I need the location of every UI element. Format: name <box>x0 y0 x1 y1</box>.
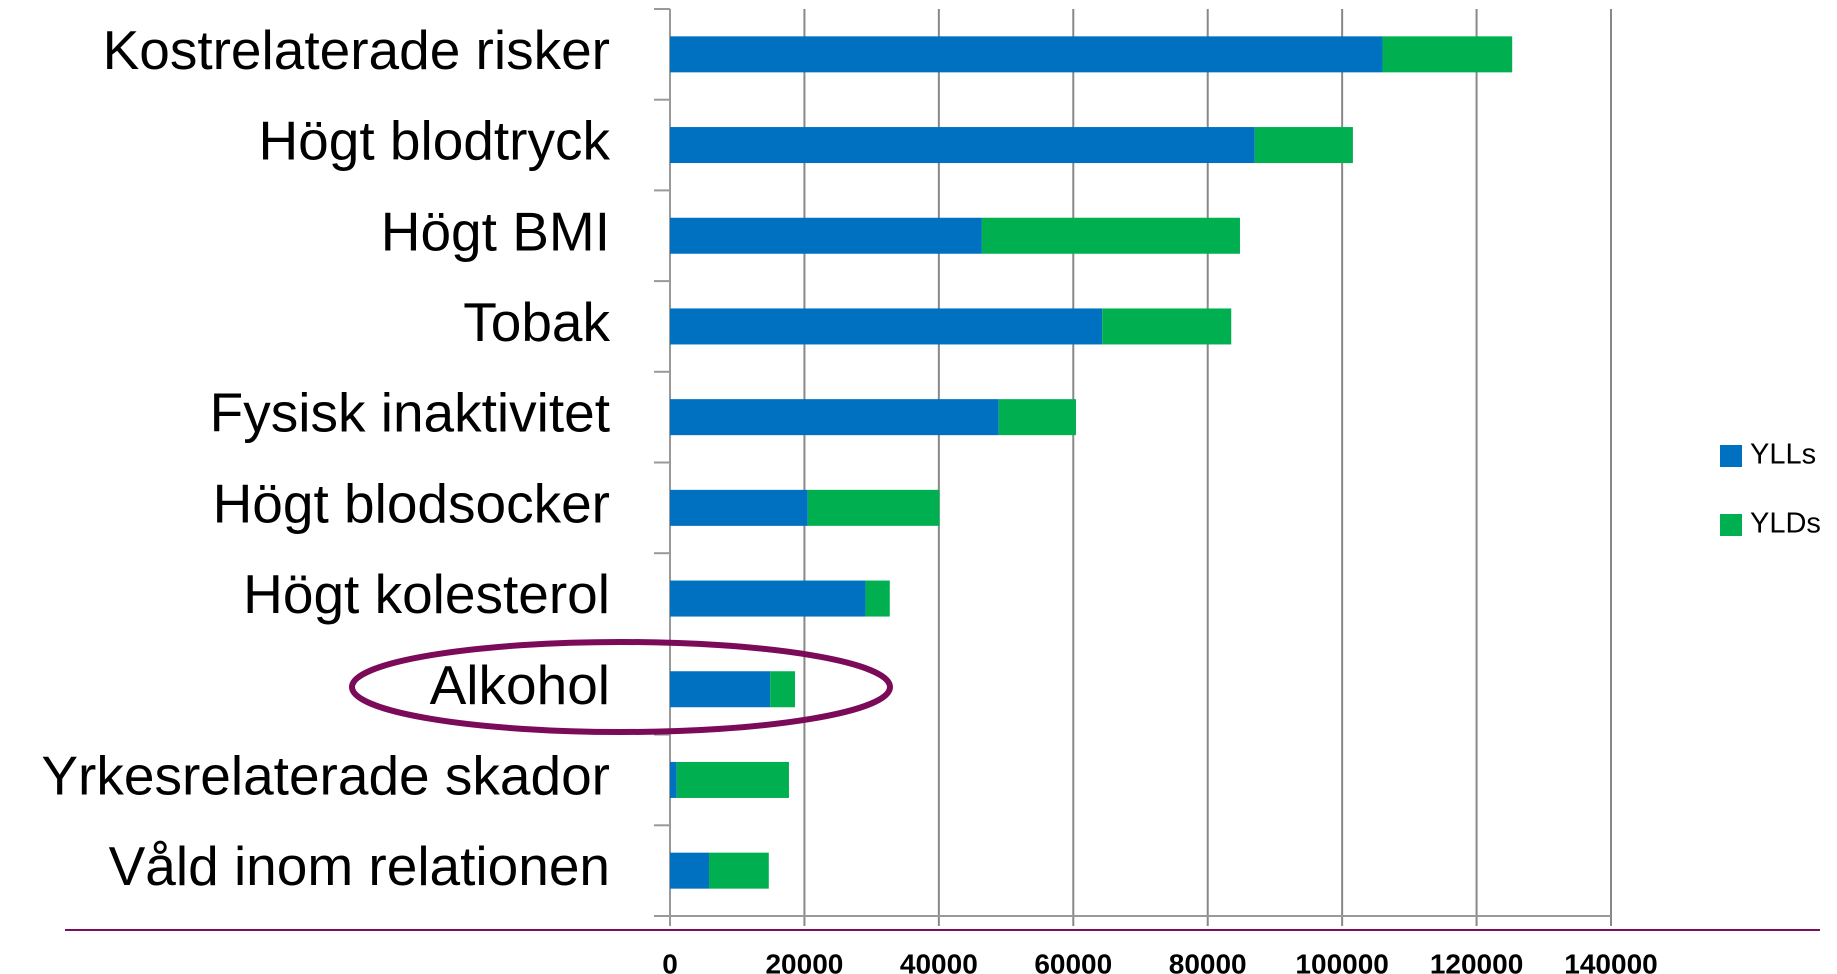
x-tick-label: 140000 <box>1564 948 1657 974</box>
bar <box>708 852 769 889</box>
category-label: Högt kolesterol <box>243 563 610 625</box>
legend-label: YLDs <box>1750 508 1821 540</box>
plot: 0 20000 40000 60000 80000 100000 120000 140000 K… <box>41 8 1821 974</box>
bar <box>1382 36 1513 73</box>
x-tick-label: 0 <box>662 948 678 974</box>
category-label: Fysisk inaktivitet <box>210 382 610 444</box>
highlight-ellipse <box>349 639 893 735</box>
bar <box>807 489 940 526</box>
bar <box>670 761 677 798</box>
x-tick-label: 120000 <box>1430 948 1523 974</box>
bar <box>670 127 1255 164</box>
category-label: Högt BMI <box>381 200 610 262</box>
category-label: Tobak <box>463 291 610 353</box>
bar <box>670 671 771 708</box>
bar <box>670 852 709 889</box>
bar <box>670 217 982 254</box>
bar <box>998 399 1076 436</box>
legend-swatch <box>1720 514 1742 536</box>
bar <box>865 580 890 617</box>
category-label: Yrkesrelaterade skador <box>41 744 610 806</box>
x-tick-label: 80000 <box>1169 948 1247 974</box>
bar <box>670 580 866 617</box>
bar <box>1102 308 1232 345</box>
bar <box>670 308 1103 345</box>
legend-label: YLLs <box>1750 439 1816 471</box>
x-tick-label: 100000 <box>1295 948 1388 974</box>
bar <box>670 36 1383 73</box>
bar <box>670 489 808 526</box>
x-tick-label: 60000 <box>1034 948 1112 974</box>
x-tick-label: 40000 <box>900 948 978 974</box>
category-label: Högt blodsocker <box>213 472 610 534</box>
category-label: Våld inom relationen <box>109 835 610 897</box>
bar <box>1254 127 1353 164</box>
category-label: Kostrelaterade risker <box>103 19 610 81</box>
bar <box>670 399 999 436</box>
category-label: Högt blodtryck <box>258 110 610 172</box>
category-label: Alkohol <box>430 654 610 716</box>
x-tick-label: 20000 <box>765 948 843 974</box>
bar <box>770 671 796 708</box>
bar <box>676 761 789 798</box>
bar <box>981 217 1240 254</box>
legend-swatch <box>1720 445 1742 467</box>
